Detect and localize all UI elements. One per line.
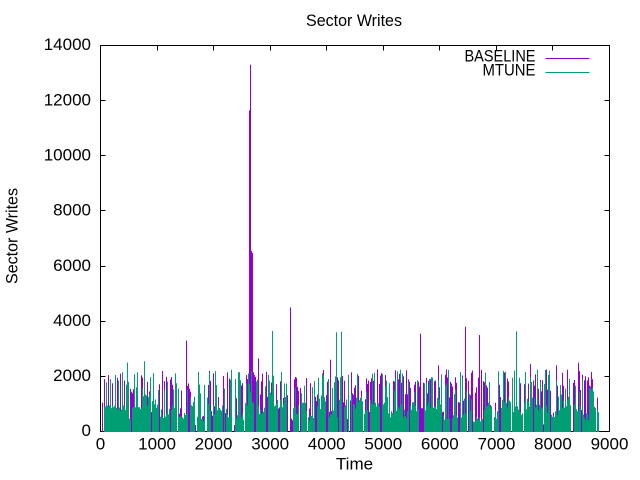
svg-text:5000: 5000: [364, 435, 402, 454]
svg-text:BASELINE: BASELINE: [465, 47, 536, 66]
svg-text:4000: 4000: [53, 311, 91, 330]
svg-text:1000: 1000: [138, 435, 176, 454]
svg-text:4000: 4000: [308, 435, 346, 454]
svg-text:10000: 10000: [44, 146, 91, 165]
svg-text:12000: 12000: [44, 90, 91, 109]
svg-text:Sector Writes: Sector Writes: [3, 188, 22, 284]
svg-text:0: 0: [82, 421, 91, 440]
svg-text:0: 0: [96, 435, 105, 454]
svg-text:14000: 14000: [44, 35, 91, 54]
svg-text:6000: 6000: [421, 435, 459, 454]
svg-text:7000: 7000: [477, 435, 515, 454]
svg-text:MTUNE: MTUNE: [483, 61, 536, 80]
svg-text:2000: 2000: [195, 435, 233, 454]
svg-text:9000: 9000: [591, 435, 629, 454]
svg-text:2000: 2000: [53, 366, 91, 385]
svg-text:8000: 8000: [534, 435, 572, 454]
svg-text:Time: Time: [336, 455, 373, 474]
svg-text:Sector Writes: Sector Writes: [306, 11, 402, 30]
svg-text:6000: 6000: [53, 256, 91, 275]
svg-text:8000: 8000: [53, 201, 91, 220]
svg-text:3000: 3000: [251, 435, 289, 454]
